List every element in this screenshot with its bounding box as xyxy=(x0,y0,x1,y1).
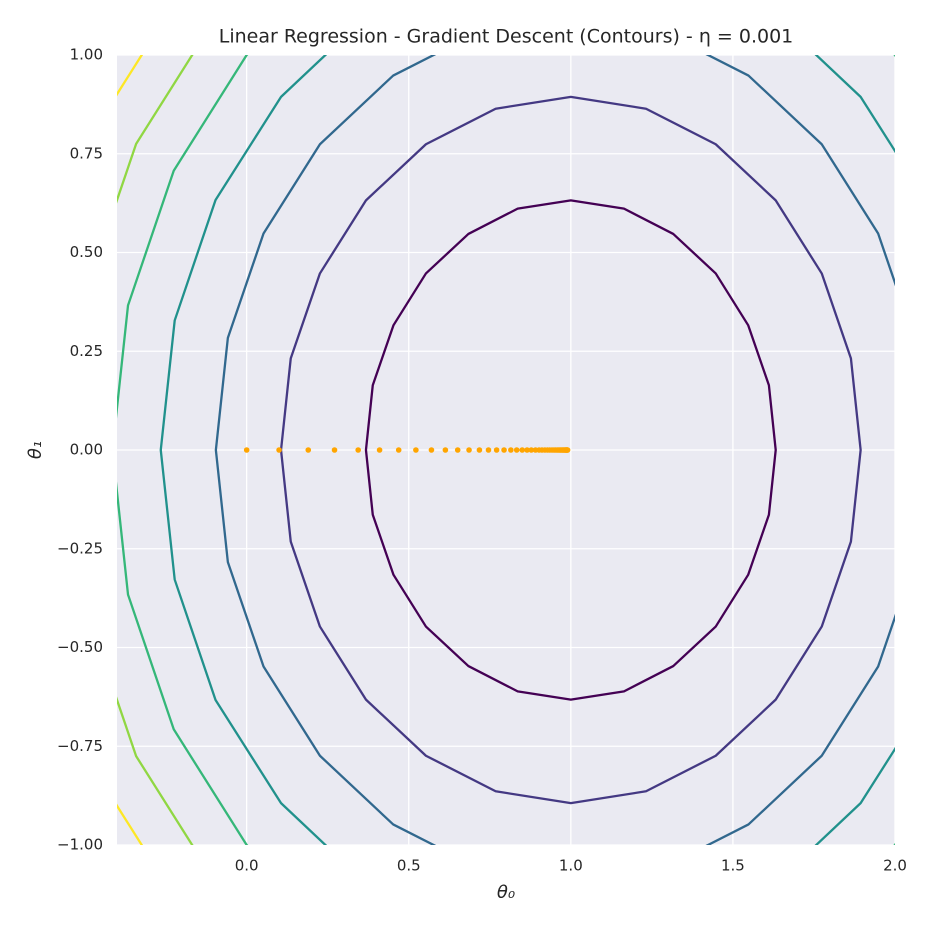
descent-point xyxy=(428,447,435,453)
descent-point xyxy=(519,447,526,453)
descent-point xyxy=(485,447,492,453)
descent-point xyxy=(493,447,500,453)
descent-point xyxy=(476,447,483,453)
y-axis-label: θ₁ xyxy=(25,441,46,459)
y-tick-label: 0.00 xyxy=(70,441,103,459)
descent-point xyxy=(276,447,282,453)
y-tick-label: 0.50 xyxy=(70,243,103,261)
y-tick-label: 1.00 xyxy=(70,46,103,64)
x-tick-label: 1.5 xyxy=(721,857,745,875)
x-tick-label: 1.0 xyxy=(559,857,583,875)
descent-point xyxy=(501,447,507,453)
y-tick-label: −0.75 xyxy=(57,737,103,755)
contour-line xyxy=(214,55,895,845)
descent-point xyxy=(413,447,419,453)
descent-point xyxy=(305,447,312,453)
descent-point xyxy=(528,447,535,453)
labels: 0.0 0.5 1.0 1.5 2.0 −1.00 −0.75 −0.50 −0.25 0.00 0… xyxy=(57,46,907,875)
descent-point xyxy=(376,447,383,453)
plot-area xyxy=(117,55,895,845)
chart-title: Linear Regression - Gradient Descent (Co… xyxy=(219,26,794,48)
y-tick-label: 0.25 xyxy=(70,342,103,360)
descent-point xyxy=(355,447,361,453)
y-tick-label: −0.25 xyxy=(57,539,103,557)
descent-point xyxy=(508,447,514,453)
x-tick-label: 0.5 xyxy=(397,857,421,875)
descent-point xyxy=(454,447,461,453)
y-tick-label: −0.50 xyxy=(57,638,103,656)
x-tick-label: 2.0 xyxy=(883,857,907,875)
descent-point xyxy=(466,447,472,453)
descent-point xyxy=(331,447,338,453)
descent-point xyxy=(524,447,530,453)
x-axis-label: θ₀ xyxy=(497,882,515,903)
contour-line xyxy=(159,55,895,845)
contour-line xyxy=(364,199,777,701)
y-tick-label: −1.00 xyxy=(57,836,103,854)
y-tick-label: 0.75 xyxy=(70,144,103,162)
x-tick-label: 0.0 xyxy=(235,857,259,875)
descent-point xyxy=(243,447,250,453)
descent-point xyxy=(513,447,520,453)
descent-point xyxy=(564,447,571,453)
descent-point xyxy=(395,447,402,453)
descent-point xyxy=(442,447,449,453)
